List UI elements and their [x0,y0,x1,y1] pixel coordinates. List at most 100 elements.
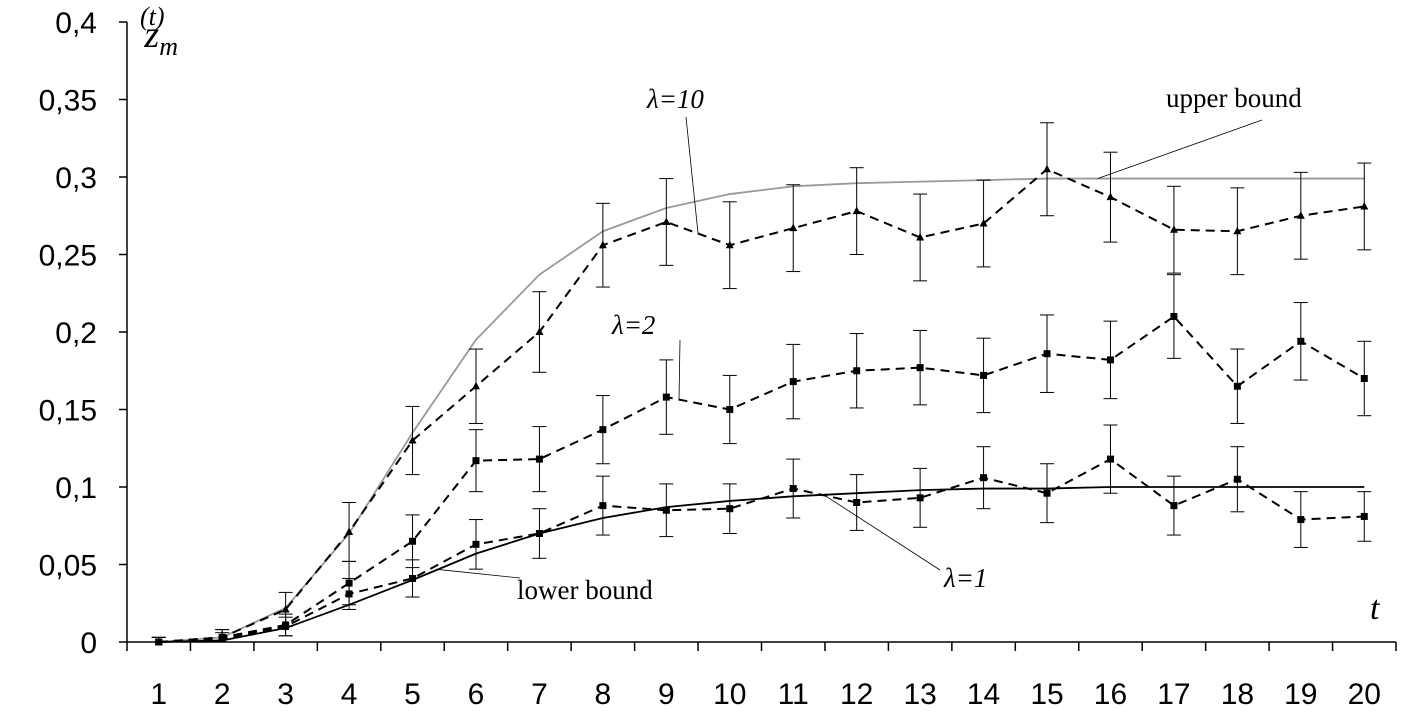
data-point [1233,475,1241,483]
data-point [1233,382,1241,390]
series-line [158,168,1365,643]
data-point [852,206,861,215]
x-tick-label: 13 [903,678,936,711]
series-2 [151,122,1372,645]
annotation-label: λ=1 [943,563,987,593]
data-point [726,406,734,413]
y-tick-label: 0,3 [55,162,97,195]
data-point [1297,337,1305,345]
x-axis-label: t [1370,590,1381,627]
annotation-leader [824,495,941,571]
series-layer [151,122,1372,646]
x-tick-label: 18 [1221,678,1254,711]
data-point [1043,164,1052,173]
data-point [916,232,925,241]
data-point [662,393,670,401]
data-point [980,371,988,379]
data-point [1360,201,1369,210]
annotation-label: λ=2 [611,310,655,340]
y-tick-label: 0,1 [55,472,97,505]
y-tick-label: 0 [80,627,97,660]
data-point [853,367,861,375]
series-4 [151,424,1372,646]
x-tick-label: 9 [658,678,675,711]
data-point [1043,489,1051,497]
axes: 00,050,10,150,20,250,30,350,41 2 3 4 5 6 7 8 9 10… [39,7,1397,711]
data-point [726,505,734,513]
data-point [1170,502,1178,510]
data-point [599,502,607,510]
annotation-leader [685,116,699,234]
data-point [1043,350,1051,358]
x-tick-label: 19 [1284,678,1317,711]
annotation-layer: λ=10 λ=2 λ=1 upper bound lower bound [437,83,1302,605]
x-tick-label: 16 [1094,678,1127,711]
x-tick-label: 17 [1157,678,1190,711]
x-tick-label: 12 [840,678,873,711]
data-point [281,604,290,613]
x-tick-label: 5 [404,678,421,711]
annotation-leader [437,569,521,579]
data-point [916,364,924,372]
data-point [1296,211,1305,219]
annotation-label: upper bound [1166,83,1302,113]
x-tick-label: 6 [468,678,485,711]
x-tick-label: 7 [531,678,548,711]
x-tick-label: 10 [713,678,746,711]
data-point [535,455,543,463]
data-point [789,485,797,493]
y-tick-label: 0,05 [39,550,97,583]
series-1 [158,486,1365,643]
data-point [1233,226,1242,235]
data-point [409,537,417,545]
data-point [725,240,734,249]
annotation-label: λ=10 [646,84,704,114]
data-point [472,457,480,465]
data-point [1106,356,1114,364]
y-tick-label: 0,4 [55,7,97,40]
series-0 [158,177,1365,643]
data-point [979,219,988,227]
y-axis-label-sup: (t) [140,2,165,31]
x-tick-label: 3 [277,678,294,711]
x-tick-label: 1 [150,678,167,711]
data-point [598,240,607,249]
series-line [158,177,1365,643]
data-point [1297,516,1305,524]
data-point [409,574,417,582]
data-point [345,527,354,535]
series-3 [151,274,1372,646]
data-point [1360,512,1368,520]
data-point [345,579,353,587]
y-tick-label: 0,25 [39,240,97,273]
x-tick-label: 11 [778,678,809,711]
series-line [158,486,1365,643]
x-tick-label: 8 [595,678,612,711]
y-axis-label-base: z [143,14,159,56]
data-point [471,381,480,390]
data-point [408,436,417,444]
y-axis-label-sub: m [159,32,178,61]
data-point [662,217,671,225]
data-point [154,637,163,645]
data-point [535,530,543,537]
data-point [1360,375,1368,382]
data-point [1106,455,1114,463]
annotation-leader [1097,119,1263,179]
data-point [662,506,670,514]
series-line [158,457,1365,643]
y-tick-label: 0,2 [55,317,97,350]
annotation-leader [678,339,681,400]
data-point [1106,192,1115,201]
x-tick-label: 4 [341,678,358,711]
data-point [789,378,797,386]
data-point [1170,313,1178,320]
data-point [789,223,798,232]
data-point [916,494,924,502]
y-axis-label: zm(t) [140,2,178,61]
data-point [980,474,988,482]
data-point [218,632,227,641]
x-tick-label: 20 [1348,678,1381,711]
y-tick-label: 0,35 [39,85,97,118]
